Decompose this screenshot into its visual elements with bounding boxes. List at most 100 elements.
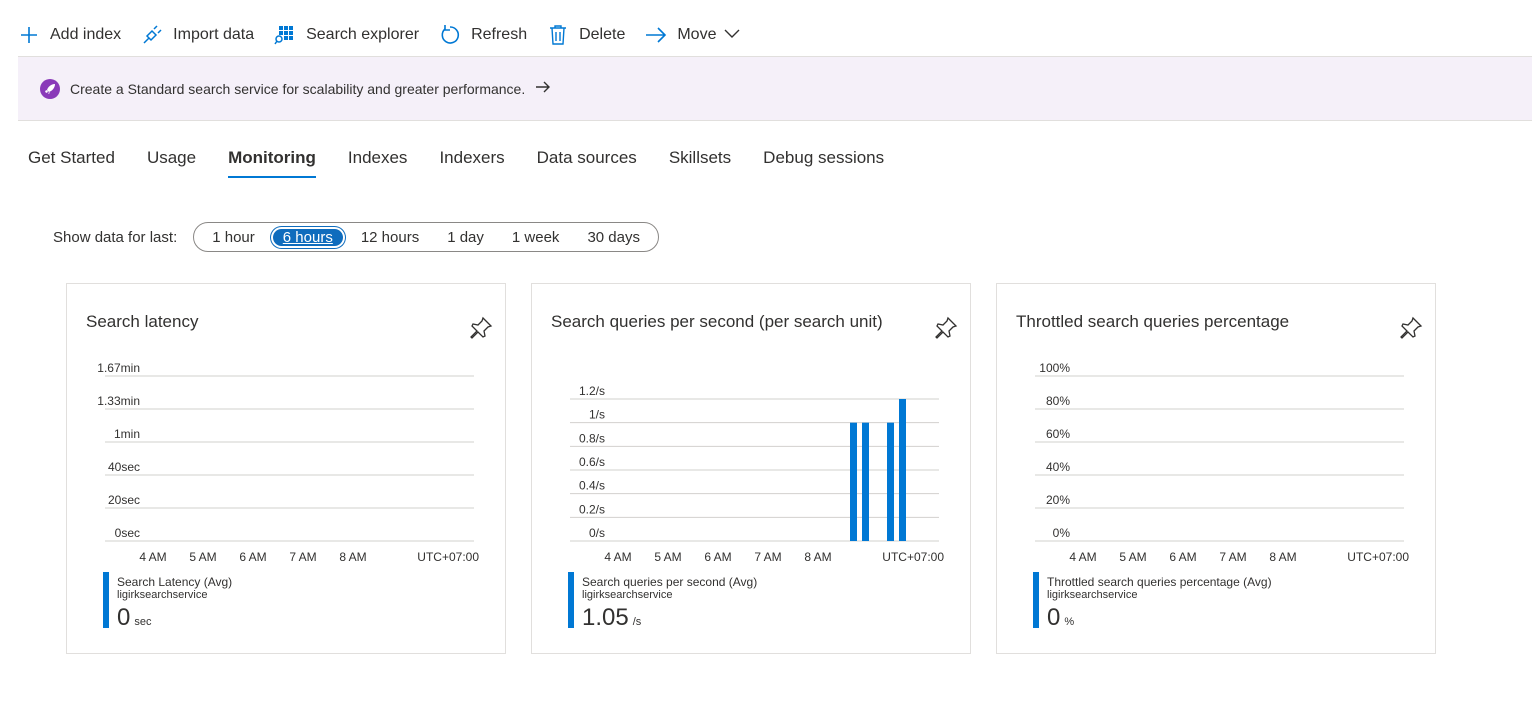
- legend-series-name: Throttled search queries percentage (Avg…: [1047, 575, 1272, 589]
- x-tick-label: 8 AM: [339, 550, 366, 564]
- x-tick-label: 7 AM: [1219, 550, 1246, 564]
- y-tick-label: 80%: [1046, 394, 1070, 408]
- search-queries-card[interactable]: Search queries per second (per search un…: [531, 283, 971, 654]
- y-tick-label: 0sec: [115, 526, 140, 540]
- upgrade-banner[interactable]: Create a Standard search service for sca…: [18, 57, 1532, 121]
- rocket-icon: [40, 78, 60, 99]
- tab-monitoring[interactable]: Monitoring: [228, 148, 316, 178]
- legend-value: 0%: [1047, 604, 1074, 632]
- y-tick-label: 40%: [1046, 460, 1070, 474]
- range-option-1-week[interactable]: 1 week: [511, 228, 560, 246]
- add-index-button[interactable]: Add index: [18, 18, 121, 52]
- x-tick-label: 6 AM: [704, 550, 731, 564]
- x-tick-label: 6 AM: [1169, 550, 1196, 564]
- x-tick-label: 8 AM: [804, 550, 831, 564]
- y-tick-label: 1.67min: [97, 361, 140, 375]
- delete-label: Delete: [579, 26, 626, 43]
- pin-icon[interactable]: [1399, 316, 1423, 340]
- timezone-label: UTC+07:00: [882, 550, 944, 564]
- time-range-options: 1 hour 6 hours 12 hours 1 day 1 week 30 …: [193, 222, 659, 252]
- range-option-6-hours[interactable]: 6 hours: [270, 226, 345, 248]
- throttled-queries-card[interactable]: Throttled search queries percentage 0% 20…: [996, 283, 1436, 654]
- x-tick-label: 6 AM: [239, 550, 266, 564]
- legend-series-name: Search queries per second (Avg): [582, 575, 758, 589]
- y-tick-label: 20sec: [108, 493, 140, 507]
- range-option-1-hour[interactable]: 1 hour: [212, 228, 255, 246]
- bar: [862, 422, 869, 541]
- grid-search-icon: [274, 24, 296, 46]
- legend-color-bar: [568, 572, 574, 628]
- trash-icon: [547, 24, 569, 46]
- y-tick-label: 1.33min: [97, 394, 140, 408]
- y-tick-label: 0%: [1053, 526, 1071, 540]
- banner-message: Create a Standard search service for sca…: [70, 80, 526, 97]
- x-tick-label: 4 AM: [139, 550, 166, 564]
- arrow-right-icon[interactable]: [535, 80, 551, 98]
- tab-indexers[interactable]: Indexers: [439, 148, 505, 167]
- toolbar-divider: [18, 56, 1532, 57]
- legend-resource: ligirksearchservice: [1047, 589, 1138, 601]
- refresh-icon: [439, 24, 461, 46]
- legend-value-number: 1.05: [582, 604, 629, 631]
- search-latency-card[interactable]: Search latency 0sec 20sec 40sec 1min 1.33min…: [66, 283, 506, 654]
- x-tick-label: 4 AM: [1069, 550, 1096, 564]
- x-tick-label: 5 AM: [189, 550, 216, 564]
- chart-plot: 0/s 0.2/s 0.4/s 0.6/s 0.8/s 1/s 1.2/s 4 AM 5 AM 6…: [570, 384, 944, 564]
- tab-indexes[interactable]: Indexes: [347, 148, 408, 167]
- x-tick-label: 5 AM: [1119, 550, 1146, 564]
- range-option-30-days[interactable]: 30 days: [587, 228, 640, 246]
- chart-title: Search latency: [86, 312, 199, 331]
- range-option-12-hours[interactable]: 12 hours: [360, 228, 420, 246]
- chart-title: Search queries per second (per search un…: [551, 312, 883, 331]
- y-tick-label: 40sec: [108, 460, 140, 474]
- refresh-button[interactable]: Refresh: [439, 18, 527, 52]
- chart-plot: 0% 20% 40% 60% 80% 100% 4 AM 5 AM 6 AM 7 AM 8 AM UT…: [1035, 361, 1409, 564]
- x-tick-label: 5 AM: [654, 550, 681, 564]
- y-tick-label: 100%: [1039, 361, 1070, 375]
- legend-color-bar: [1033, 572, 1039, 628]
- timezone-label: UTC+07:00: [417, 550, 479, 564]
- delete-button[interactable]: Delete: [547, 18, 625, 52]
- tab-data-sources[interactable]: Data sources: [536, 148, 637, 167]
- plug-icon: [141, 24, 163, 46]
- legend-series-name: Search Latency (Avg): [117, 575, 233, 589]
- import-data-label: Import data: [173, 26, 255, 43]
- y-tick-label: 0.4/s: [579, 479, 605, 493]
- chart-plot: 0sec 20sec 40sec 1min 1.33min 1.67min 4 AM 5 AM…: [97, 361, 479, 564]
- y-tick-label: 0.8/s: [579, 431, 605, 445]
- legend-value-unit: /s: [632, 616, 642, 628]
- range-option-1-day[interactable]: 1 day: [447, 228, 484, 246]
- legend-value-number: 0: [117, 604, 131, 631]
- tab-bar: Get Started Usage Monitoring Indexes Ind…: [28, 148, 916, 178]
- bar: [887, 422, 894, 541]
- search-explorer-label: Search explorer: [306, 26, 420, 43]
- pin-icon[interactable]: [469, 316, 493, 340]
- move-button[interactable]: Move: [645, 18, 740, 52]
- x-tick-label: 7 AM: [289, 550, 316, 564]
- import-data-button[interactable]: Import data: [141, 18, 254, 52]
- time-range-selector: Show data for last: 1 hour 6 hours 12 ho…: [53, 222, 659, 252]
- time-range-label: Show data for last:: [53, 228, 178, 246]
- plus-icon: [18, 24, 40, 46]
- move-label: Move: [677, 26, 717, 43]
- y-tick-label: 1/s: [589, 408, 605, 422]
- y-tick-label: 20%: [1046, 493, 1070, 507]
- legend-value-number: 0: [1047, 604, 1061, 631]
- tab-usage[interactable]: Usage: [146, 148, 197, 167]
- tab-get-started[interactable]: Get Started: [28, 148, 115, 167]
- timezone-label: UTC+07:00: [1347, 550, 1409, 564]
- tab-debug-sessions[interactable]: Debug sessions: [763, 148, 885, 167]
- y-tick-label: 1.2/s: [579, 384, 605, 398]
- legend-value-unit: %: [1064, 616, 1075, 628]
- pin-icon[interactable]: [934, 316, 958, 340]
- legend-color-bar: [103, 572, 109, 628]
- search-explorer-button[interactable]: Search explorer: [274, 18, 419, 52]
- y-tick-label: 0.2/s: [579, 502, 605, 516]
- legend-value-unit: sec: [134, 616, 152, 628]
- chart-title: Throttled search queries percentage: [1016, 312, 1290, 331]
- y-tick-label: 60%: [1046, 427, 1070, 441]
- arrow-right-icon: [645, 24, 667, 46]
- legend-value: 0 sec: [117, 604, 151, 632]
- legend-resource: ligirksearchservice: [117, 589, 208, 601]
- tab-skillsets[interactable]: Skillsets: [668, 148, 732, 167]
